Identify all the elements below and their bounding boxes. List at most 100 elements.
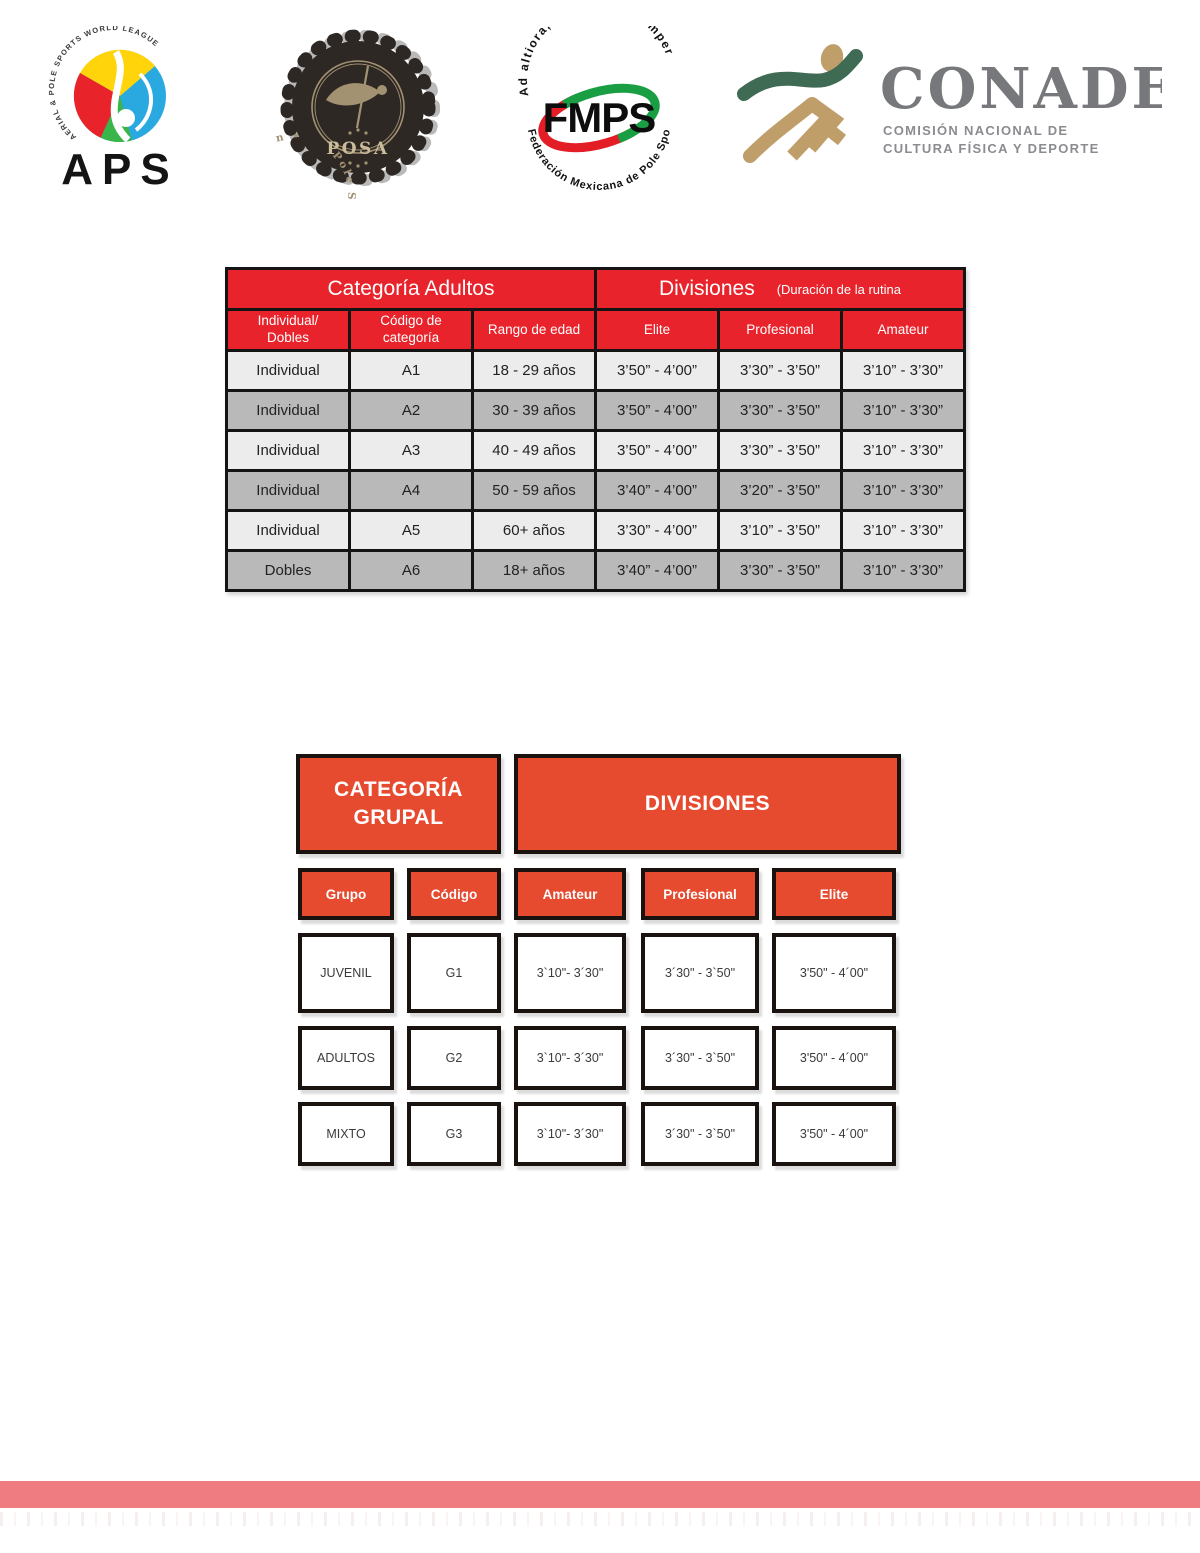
table-row-a3: Individual A3 40 - 49 años 3’50” - 4’00”…: [225, 429, 966, 472]
group-col-profesional: Profesional: [641, 868, 759, 920]
posa-acronym: POSA: [326, 139, 389, 159]
cell: 3’30” - 3’50”: [717, 389, 843, 432]
cell: 3’10” - 3’30”: [840, 469, 966, 512]
fmps-arc-top-text: Ad altiora, et meliora, semper: [516, 26, 677, 97]
cell: 3’10” - 3’50”: [717, 509, 843, 552]
cell: 3’10” - 3’30”: [840, 429, 966, 472]
posa-inner-ring2: [314, 63, 402, 151]
conade-logo-graphic: CONADE COMISIÓN NACIONAL DE CULTURA FÍSI…: [737, 44, 1174, 163]
adults-duration-note: (Duración de la rutina: [776, 281, 901, 297]
table-row-a2: Individual A2 30 - 39 años 3’50” - 4’00”…: [225, 389, 966, 432]
group-cell: 3'50" - 4´00": [772, 933, 896, 1013]
group-cell: 3´30" - 3`50": [641, 933, 759, 1013]
cell: A6: [348, 549, 474, 592]
aps-swoosh-small: [134, 72, 154, 132]
cell: Individual: [225, 469, 351, 512]
cell: Individual: [225, 389, 351, 432]
cell: 3’30” - 4’00”: [594, 509, 720, 552]
posa-dot: [364, 161, 368, 165]
fmps-acronym: FMPS: [543, 94, 656, 141]
table-row-a4: Individual A4 50 - 59 años 3’40” - 4’00”…: [225, 469, 966, 512]
posa-figure-head: [377, 85, 387, 95]
aps-logo-graphic: AERIAL & POLE SPORTS WORLD LEAGUE APS: [47, 23, 178, 194]
cell: 3’50” - 4’00”: [594, 389, 720, 432]
cell: 3’30” - 3’50”: [717, 349, 843, 392]
group-title-categoria-grupal: CATEGORÍA GRUPAL: [296, 754, 501, 854]
col-amateur: Amateur: [840, 308, 966, 352]
cell: Individual: [225, 509, 351, 552]
col-profesional: Profesional: [717, 308, 843, 352]
posa-badge-graphic: Pole Sports & Arts World Federation • PO…: [229, 29, 440, 259]
adults-column-header-row: Individual/ Dobles Código de categoría R…: [225, 308, 966, 352]
posa-figure: [326, 83, 380, 106]
posa-dot: [364, 131, 368, 135]
posa-dot: [356, 164, 360, 168]
cell: A5: [348, 509, 474, 552]
group-cell: 3`10"- 3´30": [514, 933, 626, 1013]
cell: 60+ años: [471, 509, 597, 552]
cell: 3’40” - 4’00”: [594, 549, 720, 592]
posa-badge: Pole Sports & Arts World Federation • PO…: [229, 20, 442, 259]
group-cell: 3´30" - 3`50": [641, 1102, 759, 1166]
posa-dot: [356, 128, 360, 132]
adults-title-right: Divisiones (Duración de la rutina: [594, 267, 966, 311]
group-cell-adultos: ADULTOS: [298, 1026, 394, 1090]
conade-figure-head: [820, 44, 844, 72]
conade-subtitle-2: CULTURA FÍSICA Y DEPORTE: [883, 141, 1100, 156]
cell: A4: [348, 469, 474, 512]
group-cell-g2: G2: [407, 1026, 501, 1090]
conade-figure-leg3: [787, 115, 847, 161]
group-col-codigo: Código: [407, 868, 501, 920]
cell: Individual: [225, 349, 351, 392]
fmps-swirl-red: [538, 83, 660, 153]
fmps-logo-graphic: FMPS Ad altiora, et meliora, semper Fede…: [507, 0, 677, 193]
aps-swoosh: [110, 50, 131, 143]
group-cell-g1: G1: [407, 933, 501, 1013]
group-cell: 3'50" - 4´00": [772, 1026, 896, 1090]
table-row-a6: Dobles A6 18+ años 3’40” - 4’00” 3’30” -…: [225, 549, 966, 592]
adults-title-row: Categoría Adultos Divisiones (Duración d…: [225, 267, 966, 311]
group-cell: 3'50" - 4´00": [772, 1102, 896, 1166]
cell: 18 - 29 años: [471, 349, 597, 392]
conade-figure-leg2: [804, 98, 845, 153]
footer-accent-bar: [0, 1481, 1200, 1508]
posa-dot: [348, 131, 352, 135]
cell: 3’30” - 3’50”: [717, 549, 843, 592]
group-col-elite: Elite: [772, 868, 896, 920]
footer-faint-pattern: [0, 1512, 1200, 1526]
cell: 50 - 59 años: [471, 469, 597, 512]
cell: 3’30” - 3’50”: [717, 429, 843, 472]
posa-scallop-edge: [280, 29, 436, 185]
group-col-amateur: Amateur: [514, 868, 626, 920]
fmps-swirl-green: [538, 83, 660, 153]
cell: 3’50” - 4’00”: [594, 429, 720, 472]
group-cell: 3´30" - 3`50": [641, 1026, 759, 1090]
cell: 3’40” - 4’00”: [594, 469, 720, 512]
fmps-logo: FMPS Ad altiora, et meliora, semper Fede…: [507, 0, 688, 221]
cell: A3: [348, 429, 474, 472]
aps-acronym: APS: [61, 145, 178, 194]
conade-figure-leg1: [743, 97, 819, 163]
group-title-divisiones: DIVISIONES: [514, 754, 901, 854]
col-individual-dobles: Individual/ Dobles: [225, 308, 351, 352]
posa-inner-ring: [311, 60, 405, 154]
conade-figure-arm: [737, 49, 863, 101]
cell: 40 - 49 años: [471, 429, 597, 472]
group-cell-g3: G3: [407, 1102, 501, 1166]
posa-dot: [348, 161, 352, 165]
cell: 3’10” - 3’30”: [840, 389, 966, 432]
conade-subtitle-1: COMISIÓN NACIONAL DE: [883, 123, 1068, 138]
cell: 18+ años: [471, 549, 597, 592]
adults-title-left: Categoría Adultos: [225, 267, 597, 311]
adults-table: Categoría Adultos Divisiones (Duración d…: [225, 267, 966, 592]
cell: 3’10” - 3’30”: [840, 549, 966, 592]
cell: A2: [348, 389, 474, 432]
group-cell: 3`10"- 3´30": [514, 1026, 626, 1090]
group-col-grupo: Grupo: [298, 868, 394, 920]
adults-divisiones-label: Divisiones: [659, 277, 755, 300]
col-codigo: Código de categoría: [348, 308, 474, 352]
cell: 3’10” - 3’30”: [840, 509, 966, 552]
group-cell-mixto: MIXTO: [298, 1102, 394, 1166]
cell: 30 - 39 años: [471, 389, 597, 432]
cell: A1: [348, 349, 474, 392]
